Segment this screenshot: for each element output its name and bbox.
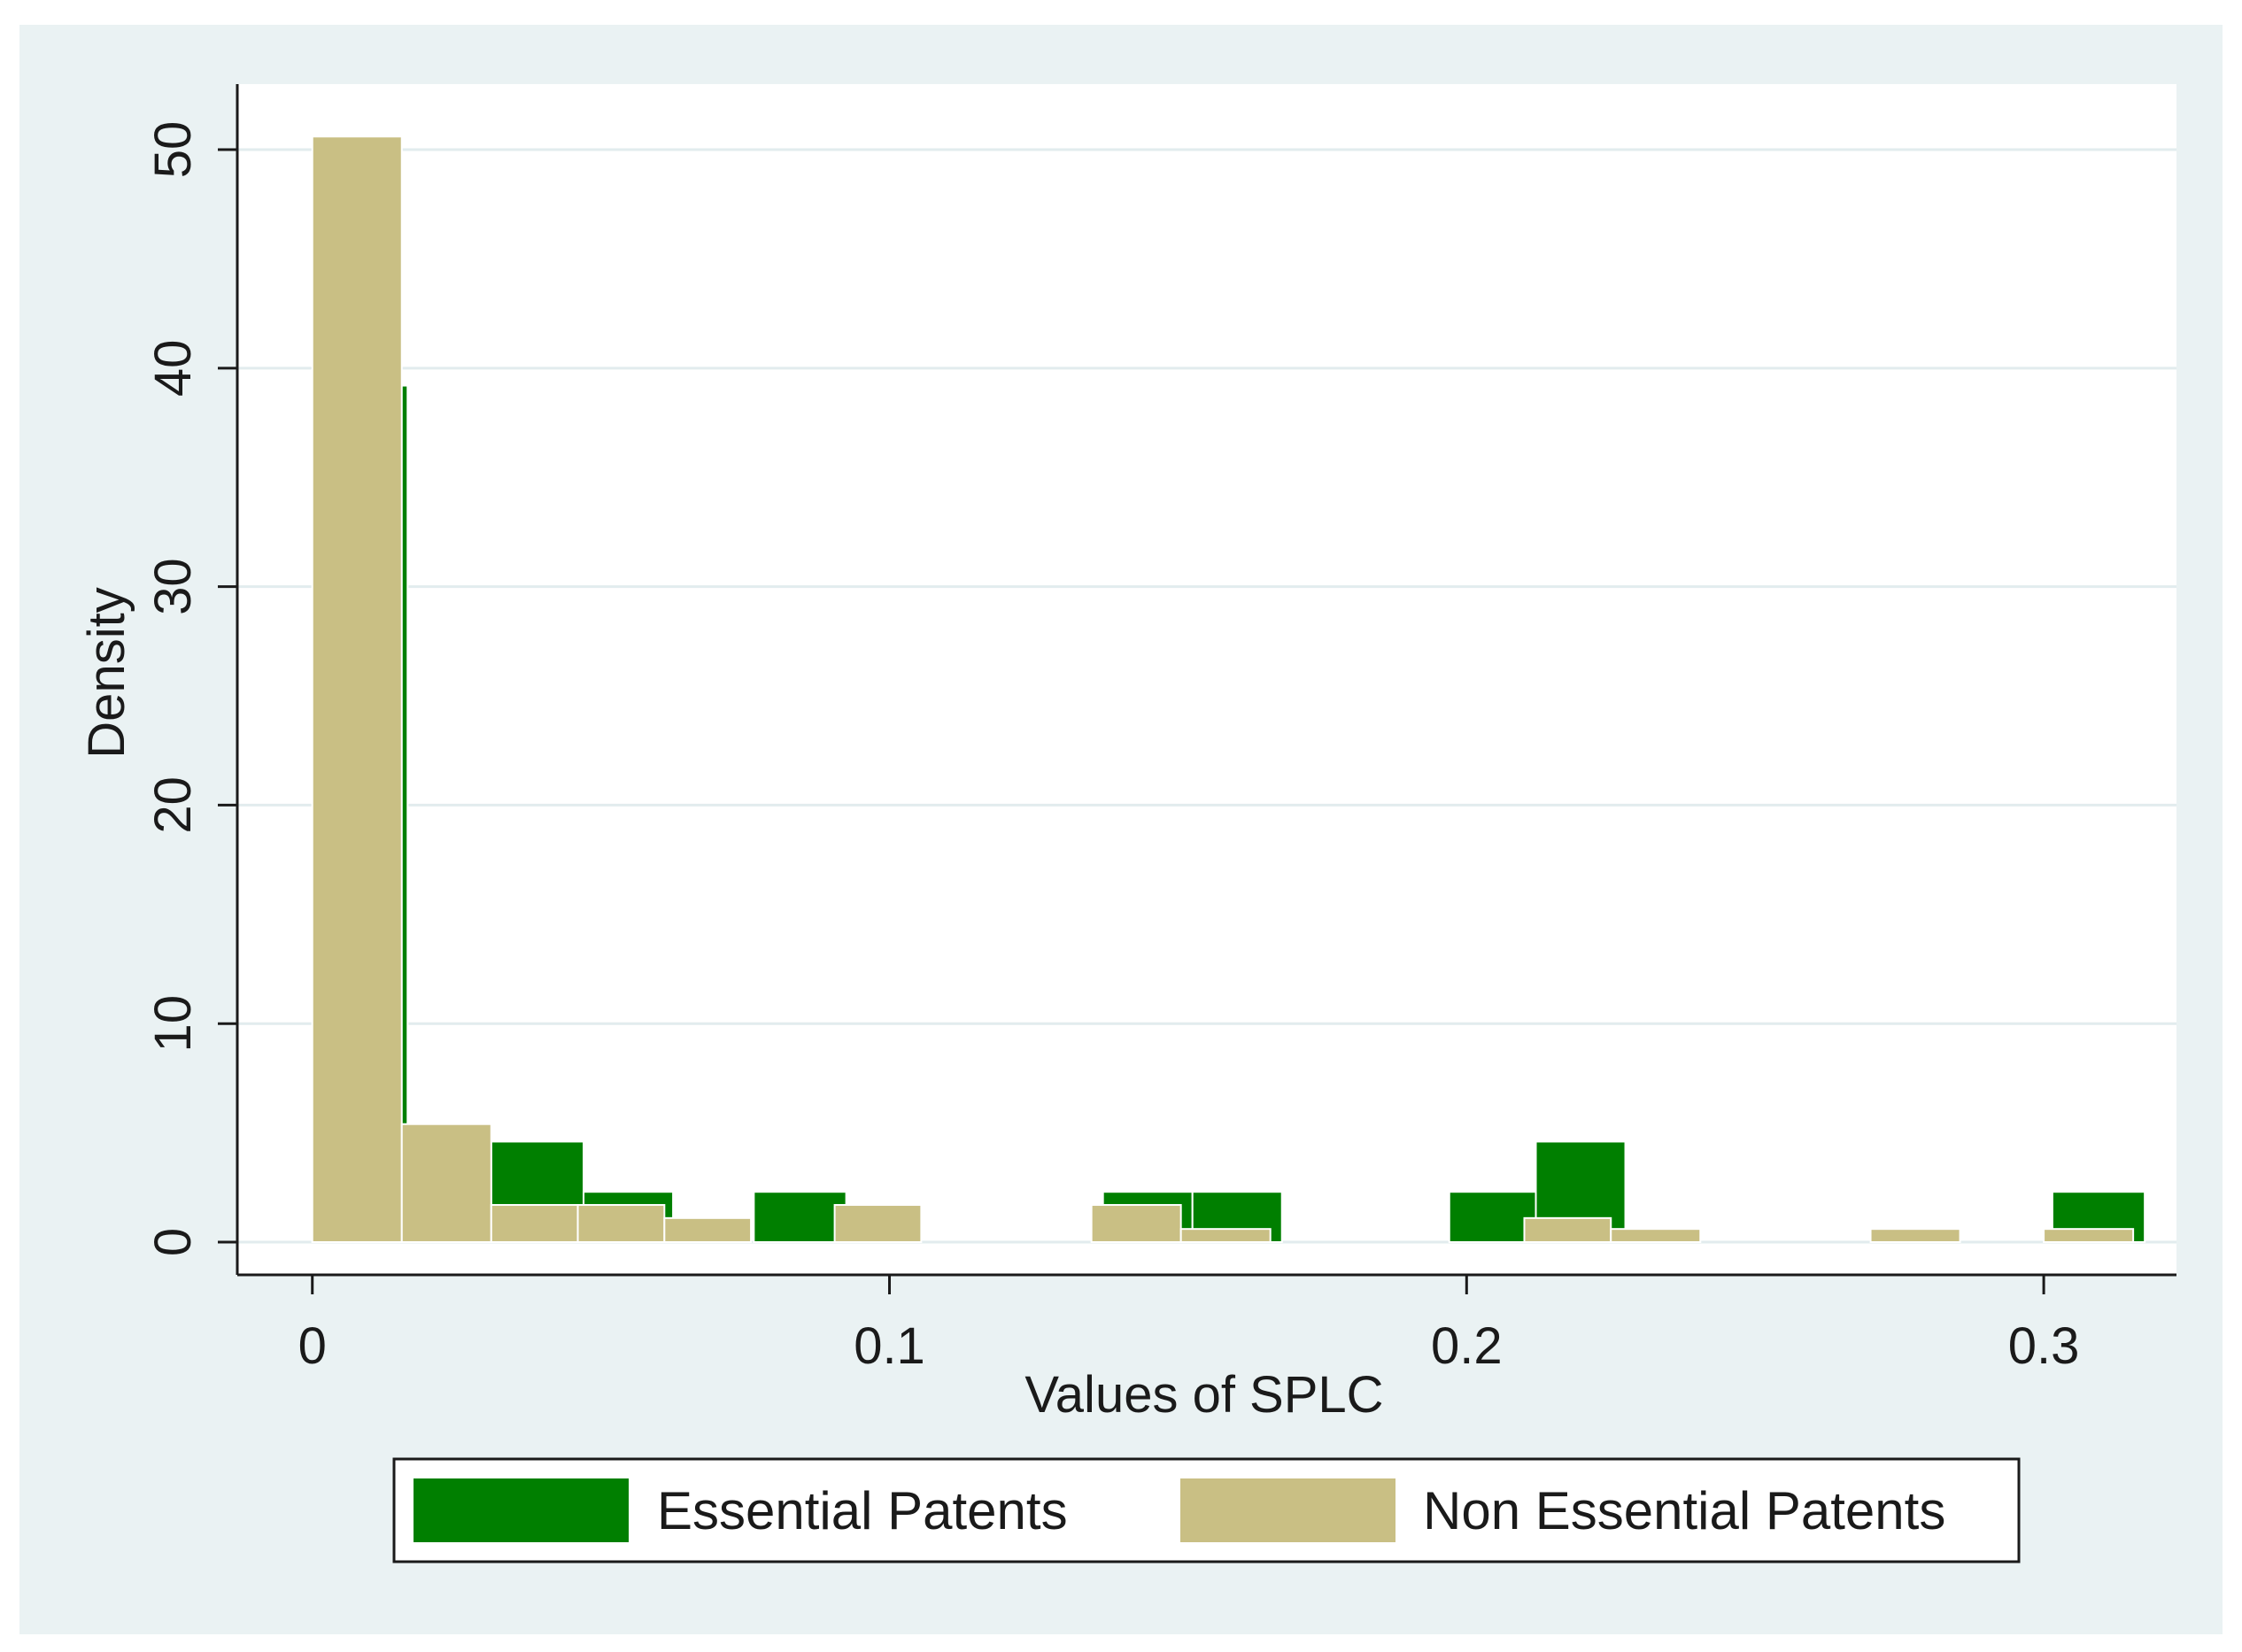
plot-area: [237, 84, 2176, 1275]
non-essential-bar-10: [1869, 1228, 1961, 1243]
bars: [311, 135, 2146, 1243]
x-tick-label-1: 0.1: [854, 1317, 925, 1375]
non-essential-bar-2: [490, 1204, 579, 1243]
legend: Essential Patents Non Essential Patents: [392, 1457, 2021, 1563]
y-tick-label-1: 10: [144, 995, 202, 1053]
y-tick-label-0: 0: [144, 1228, 202, 1256]
y-axis-title: Density: [78, 587, 135, 758]
tick-labels: 0 10 20 30 40 50 0 0.1 0.2 0.3: [144, 121, 2079, 1375]
essential-bar-6: [1448, 1191, 1537, 1243]
non-essential-bar-1: [400, 1123, 492, 1243]
x-tick-label-3: 0.3: [2008, 1317, 2080, 1375]
y-tick-label-4: 40: [144, 340, 202, 398]
essential-bar-3: [753, 1191, 847, 1243]
y-tick-label-5: 50: [144, 121, 202, 179]
non-essential-bar-4: [663, 1216, 753, 1243]
non-essential-bar-0: [311, 135, 403, 1243]
x-tick-label-0: 0: [298, 1317, 327, 1375]
non-essential-bar-8: [1523, 1216, 1612, 1243]
legend-swatch-non-essential: [1180, 1478, 1395, 1542]
x-tick-label-2: 0.2: [1431, 1317, 1503, 1375]
non-essential-bar-6: [1090, 1204, 1182, 1243]
non-essential-bar-5: [833, 1204, 923, 1243]
legend-label-essential: Essential Patents: [657, 1481, 1068, 1540]
axes: [218, 84, 2176, 1294]
legend-label-non-essential: Non Essential Patents: [1423, 1481, 1945, 1540]
y-tick-label-2: 20: [144, 776, 202, 834]
non-essential-bar-3: [576, 1204, 666, 1243]
legend-swatch-essential: [414, 1478, 629, 1542]
y-tick-label-3: 30: [144, 558, 202, 615]
x-axis-title: Values of SPLC: [1024, 1366, 1383, 1424]
non-essential-bar-7: [1179, 1228, 1272, 1243]
non-essential-bar-9: [1610, 1228, 1702, 1243]
non-essential-bar-11: [2043, 1228, 2135, 1243]
